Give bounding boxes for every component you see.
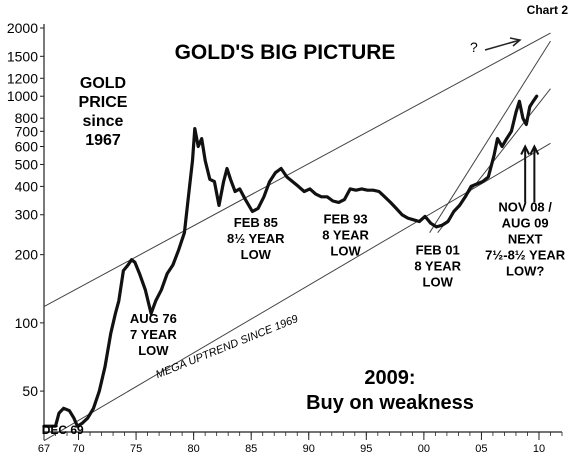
arrow-up-right-icon <box>484 37 522 51</box>
subtitle-line: GOLD <box>80 75 126 92</box>
y-tick-label: 1500 <box>7 48 38 64</box>
question-mark: ? <box>470 39 478 55</box>
low-annotation: LOW? <box>506 264 544 279</box>
subtitle-line: since <box>83 113 124 130</box>
chart-label: Chart 2 <box>527 3 569 17</box>
x-tick-label: 85 <box>245 443 257 455</box>
low-annotation: FEB 85 <box>234 215 278 230</box>
callout-block: 2009: Buy on weakness <box>306 367 474 414</box>
low-annotation: 7 YEAR <box>130 327 177 342</box>
y-tick-label: 2000 <box>7 20 38 36</box>
low-annotation: NOV 08 / <box>498 200 552 215</box>
low-annotation: AUG 09 <box>502 216 549 231</box>
subtitle-line: PRICE <box>79 94 128 111</box>
low-annotation: LOW <box>330 243 361 258</box>
trend-line <box>429 40 551 233</box>
y-tick-label: 800 <box>15 110 39 126</box>
y-tick-label: 300 <box>15 207 39 223</box>
y-tick-label: 100 <box>15 315 39 331</box>
up-arrow-icon <box>529 144 540 155</box>
x-tick-label: 05 <box>475 443 487 455</box>
y-tick-label: 600 <box>15 139 39 155</box>
low-annotation: AUG 76 <box>130 311 177 326</box>
trend-line <box>43 32 551 308</box>
x-tick-label: 00 <box>418 443 430 455</box>
subtitle-line: 1967 <box>85 132 121 149</box>
x-tick-label: 10 <box>533 443 545 455</box>
y-tick-label: 400 <box>15 178 39 194</box>
low-annotation: LOW <box>241 247 272 262</box>
callout-line: Buy on weakness <box>306 392 474 414</box>
low-annotation: DEC 69 <box>42 423 84 437</box>
chart-title: GOLD'S BIG PICTURE <box>175 41 396 64</box>
low-annotation: NEXT <box>508 232 543 247</box>
up-arrow-icon <box>520 144 531 155</box>
y-tick-label: 200 <box>15 247 39 263</box>
low-annotation: LOW <box>138 343 169 358</box>
y-tick-label: 1200 <box>7 70 38 86</box>
callout-line: 2009: <box>364 367 415 389</box>
low-annotation: FEB 01 <box>416 243 460 258</box>
low-annotation: LOW <box>423 275 454 290</box>
x-tick-label: 67 <box>38 443 50 455</box>
x-tick-label: 90 <box>303 443 315 455</box>
y-tick-label: 700 <box>15 123 39 139</box>
x-tick-label: 95 <box>360 443 372 455</box>
x-tick-label: 70 <box>72 443 84 455</box>
low-annotation: 8½ YEAR <box>227 231 285 246</box>
subtitle-block: GOLD PRICE since 1967 <box>79 75 128 149</box>
x-tick-label: 80 <box>188 443 200 455</box>
x-tick-label: 75 <box>130 443 142 455</box>
low-annotation: FEB 93 <box>324 211 368 226</box>
gold-price-line <box>42 94 539 428</box>
y-tick-label: 50 <box>22 383 38 399</box>
low-annotation: 8 YEAR <box>414 259 461 274</box>
low-annotation: 7½-8½ YEAR <box>485 248 566 263</box>
low-annotation: 8 YEAR <box>322 227 369 242</box>
y-tick-label: 1000 <box>7 88 38 104</box>
y-tick-label: 500 <box>15 156 39 172</box>
